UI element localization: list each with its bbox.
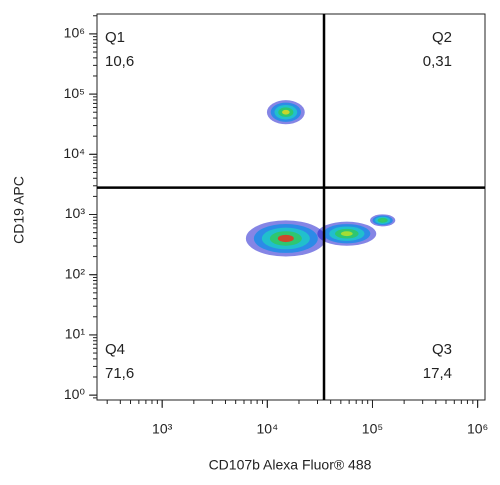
density-layer [277,234,294,243]
x-tick-label: 10⁵ [362,421,383,437]
density [245,100,396,257]
quadrant-name: Q1 [105,29,125,46]
x-tick-label: 10⁴ [257,421,279,437]
quadrant-percent: 71,6 [105,365,134,382]
x-axis-label: CD107b Alexa Fluor® 488 [209,457,372,473]
quadrant-percent: 0,31 [423,53,452,70]
y-tick-label: 10³ [65,205,86,221]
density-layer [282,109,290,115]
y-tick-label: 10⁰ [64,386,86,402]
y-tick-label: 10⁶ [64,25,85,41]
density-layer [380,219,386,222]
y-axis-label: CD19 APC [11,176,27,244]
plot-frame [96,13,486,401]
y-tick-label: 10¹ [65,326,86,342]
quadrant-percent: 10,6 [105,53,134,70]
quadrant-percent: 17,4 [423,365,452,382]
quadrant-name: Q3 [432,341,452,358]
x-tick-label: 10³ [152,421,173,437]
quadrant-name: Q4 [105,341,125,358]
quadrant-name: Q2 [432,29,452,46]
density-layer [340,231,353,237]
x-tick-label: 10⁶ [467,421,488,437]
y-tick-label: 10⁵ [64,85,85,101]
y-tick-label: 10⁴ [63,145,85,161]
y-tick-label: 10² [65,265,86,281]
